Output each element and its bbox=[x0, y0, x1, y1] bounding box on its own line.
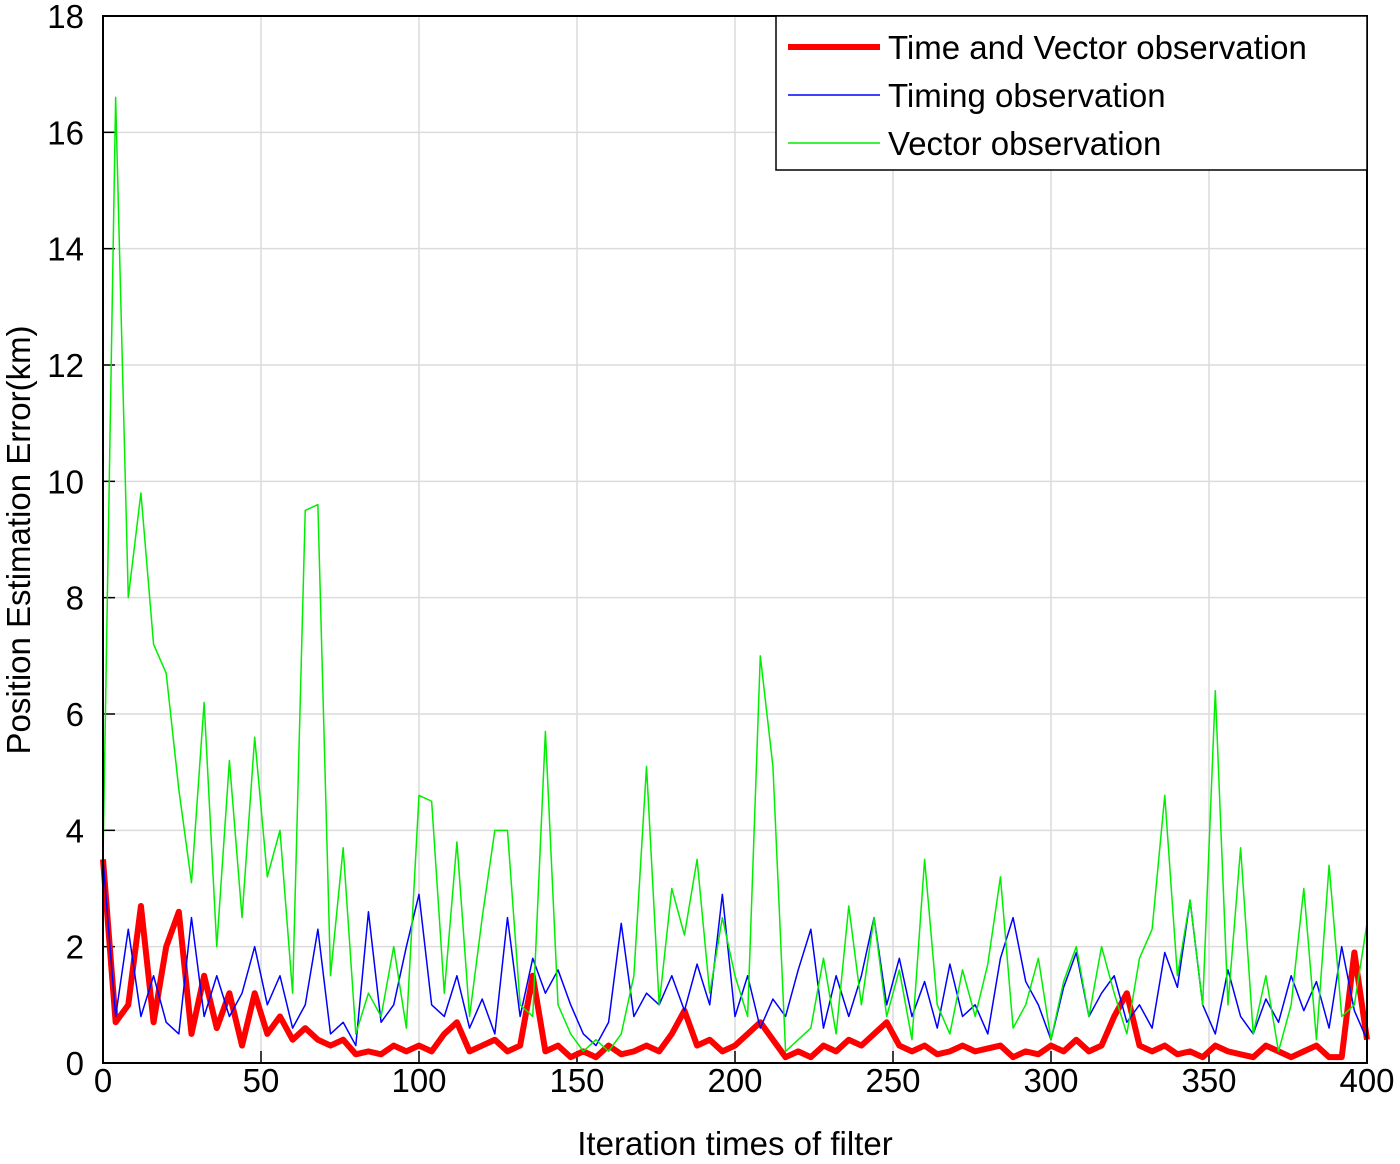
data-line bbox=[100, 859, 1370, 1061]
y-tick-label: 6 bbox=[66, 696, 84, 733]
y-tick-label: 10 bbox=[47, 463, 84, 500]
x-tick-label: 300 bbox=[1023, 1062, 1078, 1099]
y-tick-label: 14 bbox=[47, 231, 84, 268]
y-tick-label: 18 bbox=[47, 0, 84, 35]
x-tick-label: 200 bbox=[707, 1062, 762, 1099]
data-line bbox=[102, 859, 1368, 1047]
x-tick-label: 350 bbox=[1181, 1062, 1236, 1099]
x-axis-label: Iteration times of filter bbox=[577, 1125, 892, 1159]
grid bbox=[102, 15, 1368, 1064]
legend-label: Timing observation bbox=[888, 77, 1166, 114]
data-line bbox=[102, 96, 1368, 1053]
y-axis-label: Position Estimation Error(km) bbox=[0, 325, 37, 754]
x-tick-label: 0 bbox=[94, 1062, 112, 1099]
legend-label: Time and Vector observation bbox=[888, 29, 1307, 66]
x-tick-label: 250 bbox=[865, 1062, 920, 1099]
x-tick-label: 50 bbox=[243, 1062, 280, 1099]
x-tick-label: 100 bbox=[391, 1062, 446, 1099]
y-tick-label: 8 bbox=[66, 580, 84, 617]
plot-frame bbox=[102, 15, 1368, 1064]
y-tick-label: 12 bbox=[47, 347, 84, 384]
y-tick-label: 2 bbox=[66, 929, 84, 966]
y-tick-label: 0 bbox=[66, 1045, 84, 1082]
legend: Time and Vector observation Timing observ… bbox=[775, 15, 1368, 171]
x-tick-label: 150 bbox=[549, 1062, 604, 1099]
y-tick-label: 16 bbox=[47, 114, 84, 151]
x-tick-label: 400 bbox=[1339, 1062, 1394, 1099]
y-tick-label: 4 bbox=[66, 812, 84, 849]
lines bbox=[100, 96, 1370, 1061]
legend-label: Vector observation bbox=[888, 125, 1161, 162]
legend-box bbox=[775, 15, 1368, 171]
